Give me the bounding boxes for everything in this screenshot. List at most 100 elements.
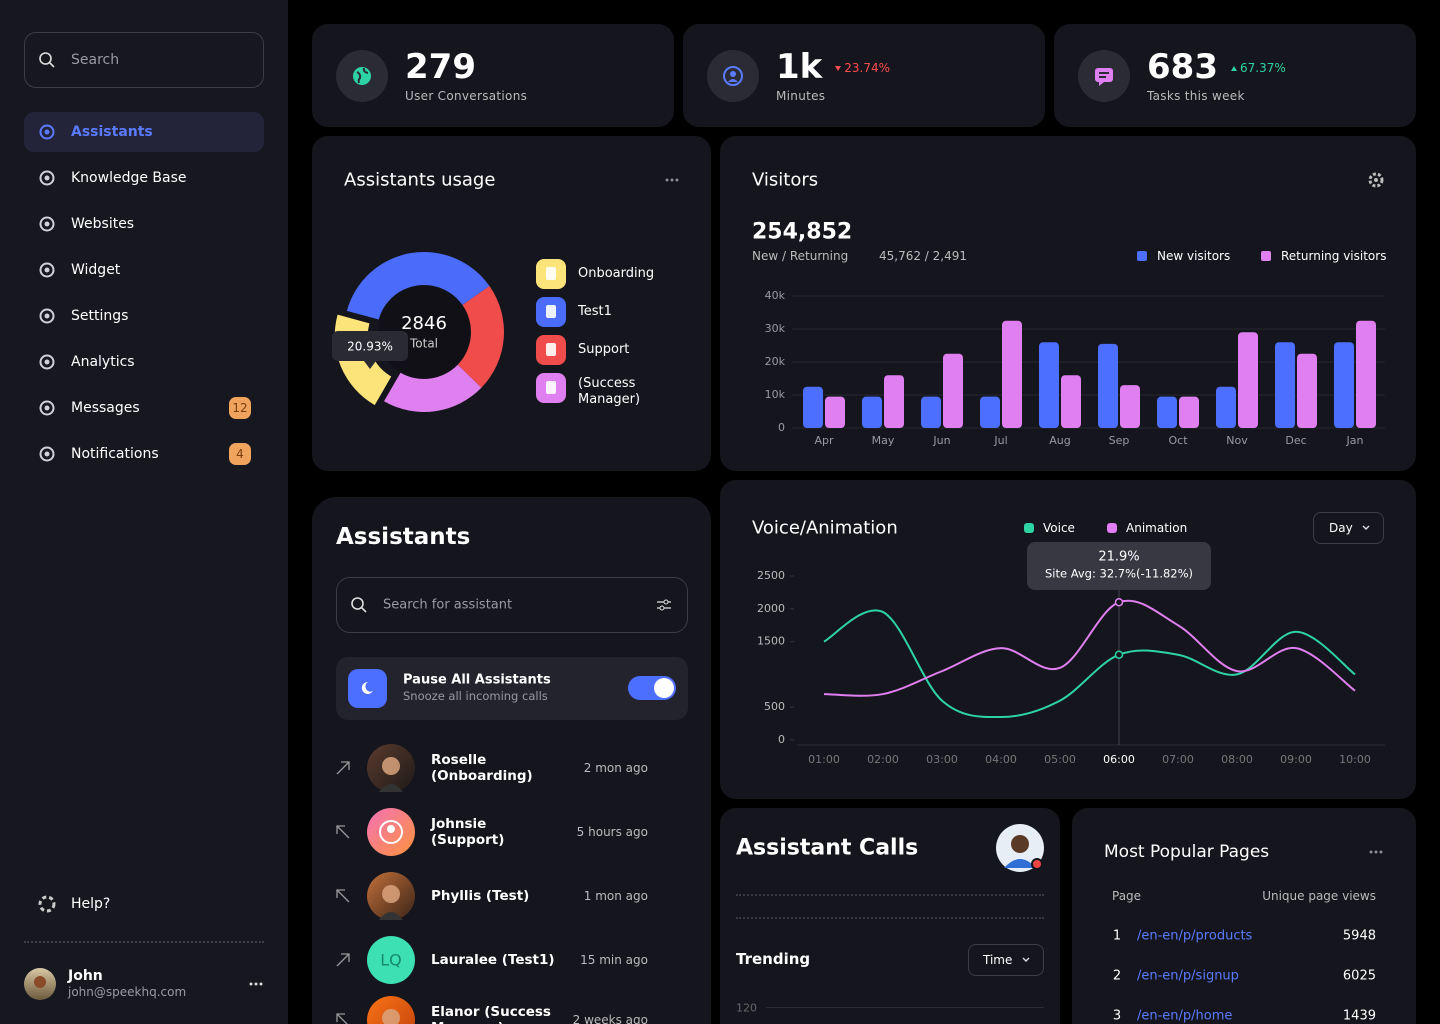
menu-dots [1369, 850, 1383, 854]
grid-line [766, 1007, 1044, 1008]
x-tick-label: 08:00 [1221, 753, 1253, 766]
assistant-name[interactable]: Johnsie (Support) [431, 816, 505, 848]
nav-item[interactable]: Notifications [71, 446, 159, 462]
tooltip-bg [332, 331, 408, 361]
nav-item[interactable]: Assistants [71, 124, 153, 140]
assistant-name[interactable]: Elanor (Success Manager) [431, 1004, 551, 1024]
legend-glyph [546, 267, 556, 280]
nav-icon [39, 446, 55, 462]
divider [736, 894, 1044, 896]
bar [921, 396, 941, 428]
page-link[interactable]: /en-en/p/signup [1137, 968, 1239, 984]
pages-card [1072, 808, 1416, 1024]
nav-item[interactable]: Analytics [71, 354, 135, 370]
donut-slice [384, 364, 482, 413]
bar [1039, 342, 1059, 428]
visitors-total: 254,852 [752, 219, 853, 245]
assistant-avatar [367, 808, 415, 856]
x-tick-label: 09:00 [1280, 753, 1312, 766]
settings-icon [1368, 172, 1384, 188]
tooltip-bg [1027, 542, 1211, 590]
nav-item[interactable]: Knowledge Base [71, 170, 187, 186]
stat-icon [1095, 68, 1113, 86]
row-rank: 1 [1112, 928, 1122, 944]
assistant-name[interactable]: Roselle (Onboarding) [431, 752, 533, 784]
stat-value: 1k [776, 47, 823, 87]
bar [1120, 385, 1140, 428]
assistant-avatar [367, 936, 415, 984]
page-link[interactable]: /en-en/p/products [1137, 928, 1253, 944]
nav-item[interactable]: Messages [71, 400, 140, 416]
bar [1061, 375, 1081, 428]
search-placeholder: Search [71, 52, 120, 68]
x-tick-label: Dec [1285, 434, 1306, 447]
y-tick-label: 0 [778, 421, 785, 434]
nav-icon [39, 354, 55, 370]
stat-label: Tasks this week [1147, 89, 1245, 103]
help-link[interactable]: Help? [71, 896, 111, 912]
card-title: Assistants [336, 524, 471, 550]
assistant-search[interactable] [336, 577, 688, 633]
x-tick-label: 07:00 [1162, 753, 1194, 766]
assistant-time: 5 hours ago [576, 825, 648, 839]
x-tick-label: Sep [1109, 434, 1130, 447]
assistant-name[interactable]: Lauralee (Test1) [431, 952, 555, 968]
nav-item[interactable]: Settings [71, 308, 129, 324]
page-views: 6025 [1342, 968, 1376, 984]
nav-icon [39, 170, 55, 186]
assistant-avatar [367, 744, 415, 792]
direction-arrow [336, 889, 350, 903]
nav-icon [39, 400, 55, 416]
bar-chart: 0 10k 20k 30k 40k Apr May Jun Jul Aug Sep Oct Nov Dec… [765, 289, 1385, 447]
stat-label: User Conversations [405, 89, 528, 103]
chevron [1362, 525, 1370, 530]
pause-subtitle: Snooze all incoming calls [403, 689, 548, 703]
filter-label: Day [1329, 521, 1353, 535]
page-link[interactable]: /en-en/p/home [1137, 1008, 1233, 1024]
legend-glyph [546, 343, 556, 356]
row-rank: 2 [1112, 968, 1122, 984]
nav-icon [39, 308, 55, 324]
bar [980, 396, 1000, 428]
direction-arrow [336, 953, 350, 967]
nav-active-bg [24, 112, 264, 152]
line-chart: 0 500 1500 2000 2500 01:00 02:00 03:00 04:00 05:0… [757, 542, 1385, 766]
bar [1157, 396, 1177, 428]
y-tick-label: 120 [736, 1001, 757, 1015]
voice-card [720, 480, 1416, 799]
y-tick-label: 20k [765, 355, 786, 368]
nav-item[interactable]: Widget [71, 262, 121, 278]
search-box[interactable] [24, 32, 264, 88]
filter-button[interactable] [1313, 512, 1384, 544]
donut-slice [346, 251, 490, 320]
x-tick-label: 03:00 [926, 753, 958, 766]
y-tick-label: 2000 [757, 602, 785, 615]
y-tick-label: 500 [764, 700, 785, 713]
x-tick-label: 04:00 [985, 753, 1017, 766]
nav-item[interactable]: Websites [71, 216, 135, 232]
line-series [823, 609, 1356, 719]
legend-swatch [1024, 523, 1034, 533]
stat-icon [723, 66, 743, 86]
filter-button[interactable] [968, 944, 1044, 976]
caller-avatar [996, 824, 1044, 872]
x-tick-label: 06:00 [1103, 753, 1135, 766]
bar [1238, 332, 1258, 428]
stat-icon [353, 67, 371, 85]
assistant-name[interactable]: Phyllis (Test) [431, 888, 530, 904]
card-title: Most Popular Pages [1104, 842, 1270, 862]
pause-icon-bg [348, 669, 387, 708]
user-name: John [68, 968, 103, 984]
bar [1098, 343, 1118, 428]
bar [1002, 320, 1022, 428]
badge: 12 [232, 401, 248, 415]
y-tick-label: 10k [765, 388, 786, 401]
column-header: Page [1112, 889, 1142, 903]
legend-label: Voice [1043, 521, 1075, 535]
y-tick-label: 0 [778, 733, 785, 746]
highlight-point [1114, 650, 1124, 659]
bar [1216, 386, 1236, 428]
bar [1356, 320, 1376, 428]
card-title: Assistants usage [344, 169, 496, 191]
chevron [1022, 957, 1030, 962]
